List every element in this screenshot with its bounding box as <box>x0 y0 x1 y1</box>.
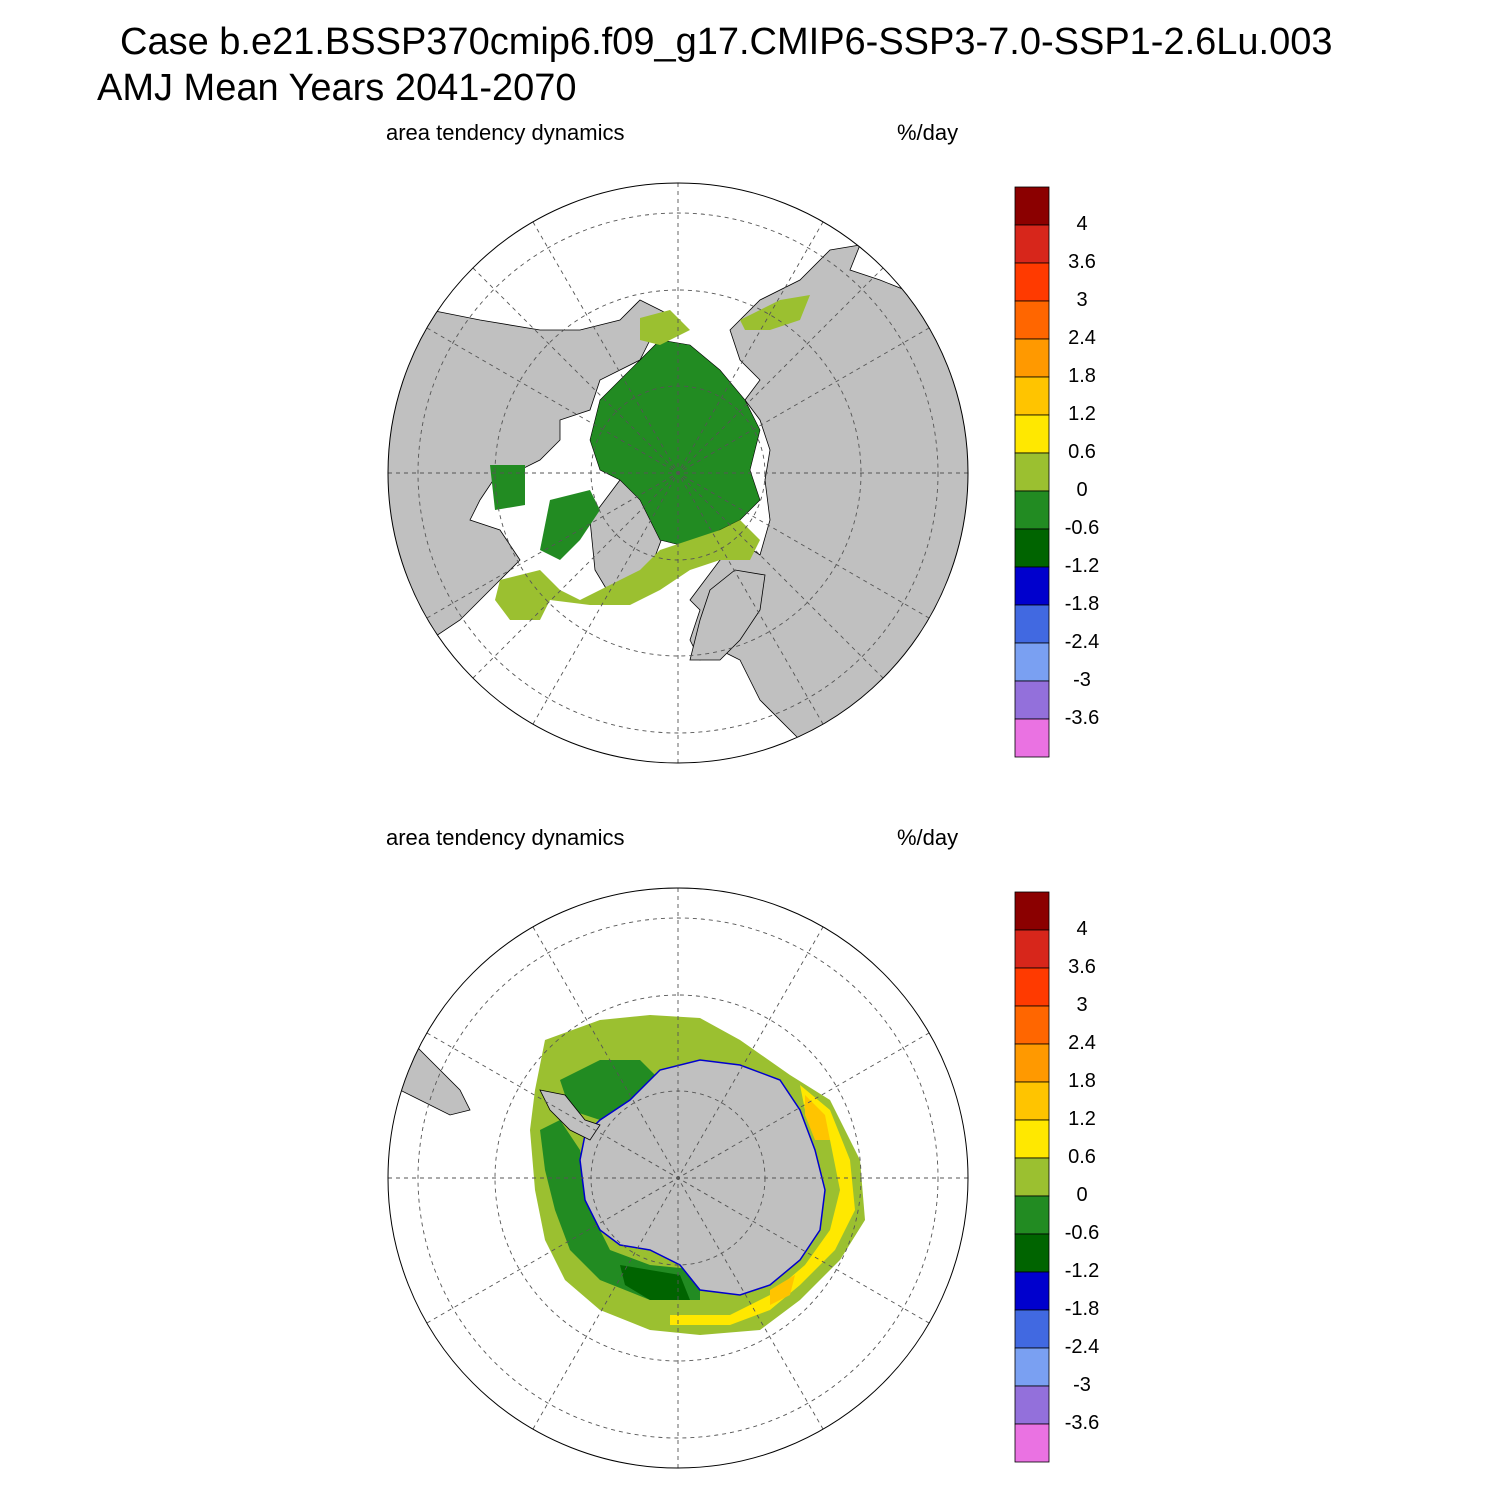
north-colorbar-box-11 <box>1014 604 1050 644</box>
north-colorbar-tick-label: -1.2 <box>1064 555 1100 577</box>
north-colorbar-box-0 <box>1014 186 1050 226</box>
north-colorbar-tick-label: -3.6 <box>1064 707 1100 729</box>
south-panel-variable-label: area tendency dynamics <box>386 825 625 850</box>
north-colorbar-box-13 <box>1014 680 1050 720</box>
figure-title-line1: Case b.e21.BSSP370cmip6.f09_g17.CMIP6-SS… <box>120 21 1333 63</box>
south-colorbar-tick-label: -3 <box>1073 1374 1091 1396</box>
south-colorbar-box-8 <box>1014 1195 1050 1235</box>
south-colorbar-box-6 <box>1014 1119 1050 1159</box>
antarctic-peninsula <box>539 1089 601 1141</box>
figure-title-line2: AMJ Mean Years 2041-2070 <box>97 67 577 109</box>
hudson-bay-region <box>490 465 525 510</box>
north-colorbar-box-8 <box>1014 490 1050 530</box>
south-colorbar-box-5 <box>1014 1081 1050 1121</box>
north-colorbar-tick-label: 0.6 <box>1068 441 1096 463</box>
north-america-land <box>388 289 681 661</box>
north-colorbar-box-4 <box>1014 338 1050 378</box>
north-colorbar-box-5 <box>1014 376 1050 416</box>
north-colorbar-tick-label: -0.6 <box>1064 517 1100 539</box>
north-colorbar-box-3 <box>1014 300 1050 340</box>
north-colorbar-box-6 <box>1014 414 1050 454</box>
south-colorbar-box-11 <box>1014 1309 1050 1349</box>
south-colorbar-box-1 <box>1014 929 1050 969</box>
north-colorbar-box-10 <box>1014 566 1050 606</box>
north-polar-map <box>387 182 969 764</box>
south-colorbar-tick-label: 3 <box>1076 994 1088 1016</box>
south-colorbar-tick-label: -1.2 <box>1064 1260 1100 1282</box>
south-colorbar-box-0 <box>1014 891 1050 931</box>
north-colorbar-box-2 <box>1014 262 1050 302</box>
labrador-sea-region <box>495 520 760 620</box>
north-colorbar-box-7 <box>1014 452 1050 492</box>
north-colorbar-box-14 <box>1014 718 1050 758</box>
north-panel-units-label: %/day <box>897 120 959 145</box>
south-colorbar-box-10 <box>1014 1271 1050 1311</box>
north-colorbar-box-1 <box>1014 224 1050 264</box>
north-colorbar-tick-label: 1.2 <box>1068 403 1096 425</box>
bering-sea-region <box>740 295 810 330</box>
south-colorbar-tick-label: -3.6 <box>1064 1412 1100 1434</box>
north-panel-variable-label: area tendency dynamics <box>386 120 625 145</box>
north-colorbar <box>1014 186 1050 758</box>
north-colorbar-tick-label: -1.8 <box>1064 593 1100 615</box>
north-colorbar-box-12 <box>1014 642 1050 682</box>
ross-sea-region <box>620 1265 690 1300</box>
south-colorbar-box-14 <box>1014 1423 1050 1463</box>
north-colorbar-tick-label: -2.4 <box>1064 631 1100 653</box>
east-positive-band <box>670 1085 855 1325</box>
south-colorbar-box-9 <box>1014 1233 1050 1273</box>
baffin-bay-region <box>540 490 600 560</box>
south-colorbar <box>1014 891 1050 1463</box>
south-colorbar-box-13 <box>1014 1385 1050 1425</box>
south-colorbar-tick-label: 0.6 <box>1068 1146 1096 1168</box>
south-colorbar-box-12 <box>1014 1347 1050 1387</box>
south-colorbar-tick-label: 4 <box>1076 918 1088 940</box>
north-colorbar-tick-label: -3 <box>1073 669 1091 691</box>
north-colorbar-tick-label: 3 <box>1076 289 1088 311</box>
chukchi-region <box>640 310 690 345</box>
north-colorbar-tick-label: 3.6 <box>1068 251 1096 273</box>
south-colorbar-box-2 <box>1014 967 1050 1007</box>
south-colorbar-tick-label: 1.2 <box>1068 1108 1096 1130</box>
south-colorbar-box-3 <box>1014 1005 1050 1045</box>
south-orange-patch <box>770 1275 795 1305</box>
south-colorbar-tick-label: -2.4 <box>1064 1336 1100 1358</box>
south-colorbar-box-4 <box>1014 1043 1050 1083</box>
north-colorbar-box-9 <box>1014 528 1050 568</box>
south-colorbar-tick-label: -1.8 <box>1064 1298 1100 1320</box>
south-colorbar-tick-label: 1.8 <box>1068 1070 1096 1092</box>
south-colorbar-tick-label: -0.6 <box>1064 1222 1100 1244</box>
east-orange-patch <box>805 1095 830 1140</box>
north-colorbar-tick-label: 2.4 <box>1068 327 1096 349</box>
south-colorbar-tick-label: 0 <box>1076 1184 1088 1206</box>
scandinavia-land <box>689 569 766 661</box>
south-panel-units-label: %/day <box>897 825 959 850</box>
south-colorbar-box-7 <box>1014 1157 1050 1197</box>
north-colorbar-tick-label: 0 <box>1076 479 1088 501</box>
antarctica-land <box>579 1059 826 1296</box>
south-polar-map <box>387 887 969 1469</box>
north-colorbar-tick-label: 4 <box>1076 213 1088 235</box>
north-colorbar-tick-label: 1.8 <box>1068 365 1096 387</box>
south-colorbar-tick-label: 2.4 <box>1068 1032 1096 1054</box>
south-colorbar-tick-label: 3.6 <box>1068 956 1096 978</box>
